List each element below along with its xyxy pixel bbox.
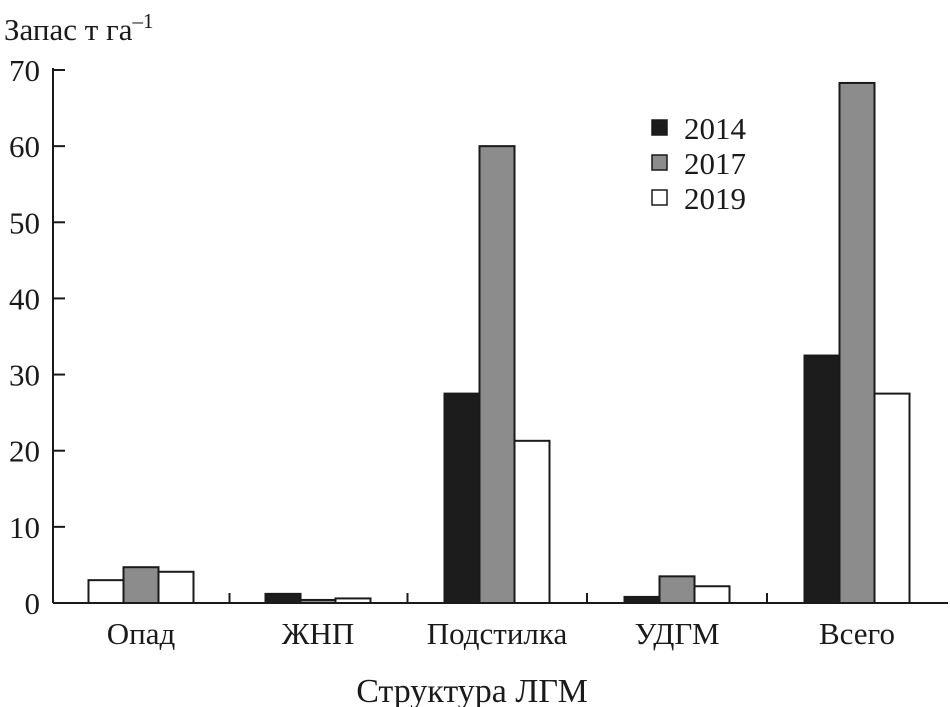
y-axis-label-unit-exponent: –1 [132, 9, 154, 33]
bar-Опад-2019 [157, 570, 195, 605]
x-tick-label: Всего [819, 616, 895, 651]
bar-УДГМ-2017 [658, 575, 696, 604]
y-axis-label: Запас т га–1 [4, 9, 154, 47]
y-tick-label: 60 [9, 129, 40, 164]
bar-Опад-2017 [122, 566, 160, 604]
bar-ЖНП-2017 [299, 598, 337, 604]
legend-swatch-2014 [651, 119, 668, 136]
bar-ЖНП-2019 [334, 597, 372, 605]
x-tick-label: Подстилка [427, 616, 568, 651]
legend-swatch-2017 [651, 154, 668, 171]
bar-Подстилка-2017 [478, 145, 516, 604]
y-tick-label: 20 [9, 434, 40, 469]
y-tick-label: 30 [9, 358, 40, 393]
legend-label-2019: 2019 [684, 181, 746, 216]
bar-УДГМ-2014 [623, 595, 661, 604]
y-tick-label: 10 [9, 510, 40, 545]
axes: 0 10 20 30 40 50 60 70 Опад ЖНП Подстилка УДГМ Всего [9, 53, 948, 651]
y-tick-label: 50 [9, 205, 40, 240]
bar-Всего-2017 [838, 81, 876, 605]
legend-swatch-2019 [651, 189, 668, 206]
x-tick-label: Опад [107, 616, 176, 651]
y-tick-label: 40 [9, 281, 40, 316]
y-tick-label: 70 [9, 53, 40, 88]
bar-Опад-2019 [87, 579, 125, 605]
bar-ЖНП-2014 [264, 592, 302, 604]
bars [87, 81, 911, 605]
legend-label-2014: 2014 [684, 111, 747, 146]
y-tick-label: 0 [25, 586, 41, 621]
bar-Подстилка-2019 [513, 439, 551, 604]
x-tick-label: ЖНП [282, 616, 355, 651]
x-axis-label: Структура ЛГМ [356, 673, 588, 707]
x-tick-label: УДГМ [634, 616, 719, 651]
bar-Подстилка-2014 [443, 392, 481, 604]
legend-label-2017: 2017 [684, 146, 746, 181]
bar-УДГМ-2019 [693, 585, 731, 605]
bar-Всего-2019 [873, 392, 911, 604]
bar-Всего-2014 [803, 354, 841, 604]
